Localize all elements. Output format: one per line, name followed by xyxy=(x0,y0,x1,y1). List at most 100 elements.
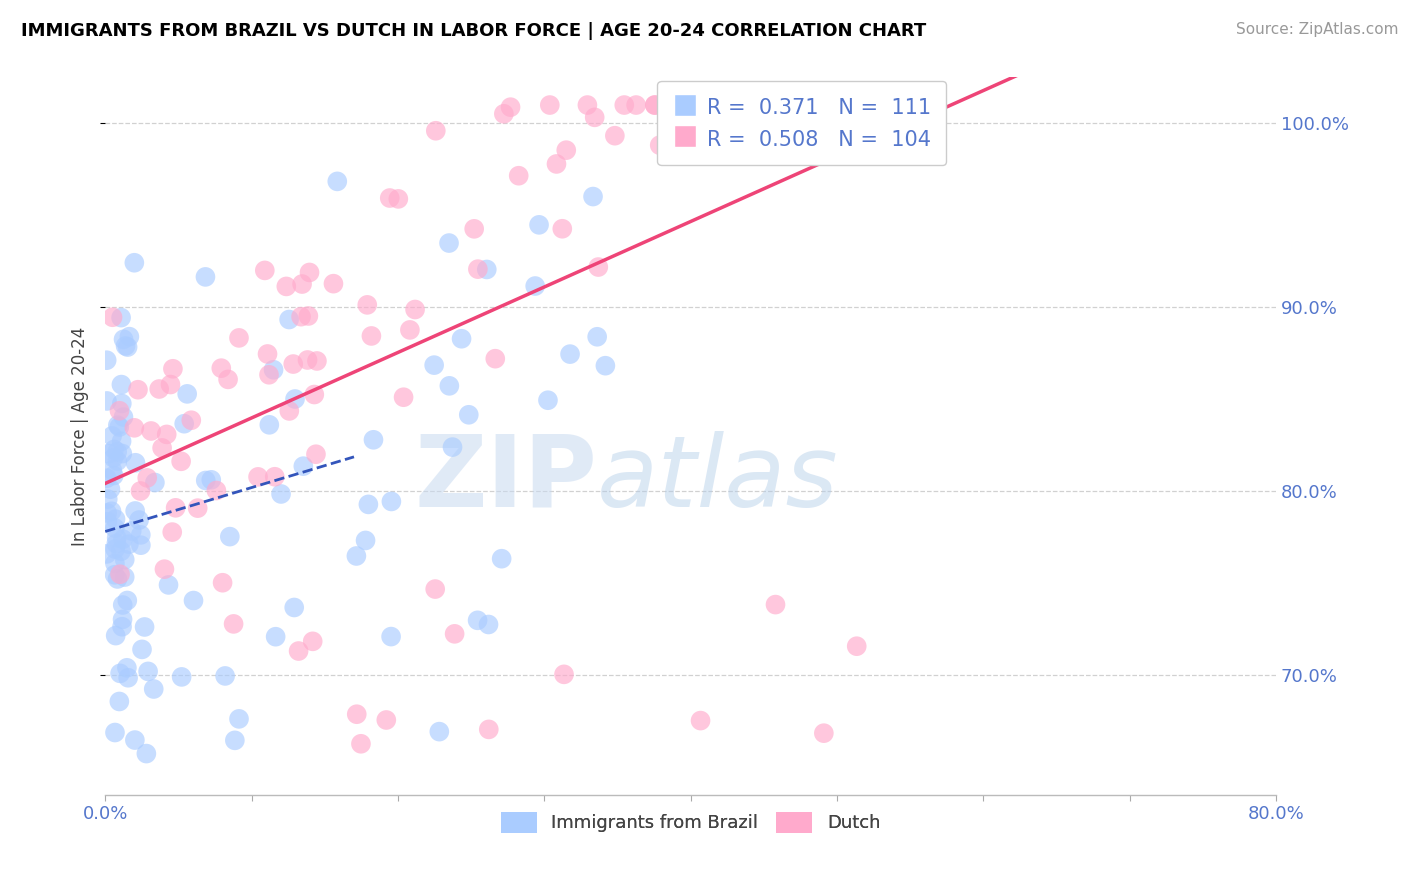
Point xyxy=(720,98,742,112)
Point xyxy=(350,737,373,751)
Point xyxy=(392,390,415,404)
Point xyxy=(157,578,180,592)
Point xyxy=(187,501,209,516)
Point xyxy=(492,107,515,121)
Point xyxy=(263,469,285,483)
Point xyxy=(813,726,835,740)
Point xyxy=(467,262,489,277)
Point xyxy=(363,433,385,447)
Point xyxy=(380,494,402,508)
Point xyxy=(124,456,146,470)
Point xyxy=(477,617,499,632)
Point xyxy=(298,265,321,279)
Point xyxy=(551,221,574,235)
Point xyxy=(463,222,485,236)
Point xyxy=(858,98,880,112)
Point xyxy=(165,500,187,515)
Point xyxy=(278,404,301,418)
Point xyxy=(283,600,305,615)
Point xyxy=(114,339,136,353)
Point xyxy=(276,279,298,293)
Point xyxy=(222,616,245,631)
Point xyxy=(583,111,606,125)
Point xyxy=(228,712,250,726)
Point xyxy=(136,665,159,679)
Point xyxy=(259,417,281,432)
Point xyxy=(105,445,128,459)
Point xyxy=(287,644,309,658)
Point xyxy=(110,310,132,325)
Point xyxy=(346,707,368,722)
Point xyxy=(425,124,447,138)
Point xyxy=(375,713,398,727)
Point xyxy=(118,537,141,551)
Point xyxy=(139,424,162,438)
Point xyxy=(437,235,460,250)
Point xyxy=(108,403,131,417)
Point xyxy=(887,98,910,112)
Point xyxy=(425,582,447,596)
Point xyxy=(134,620,156,634)
Point xyxy=(555,143,578,157)
Point xyxy=(205,483,228,498)
Point xyxy=(127,383,149,397)
Point xyxy=(111,598,134,612)
Point xyxy=(228,331,250,345)
Point xyxy=(439,379,461,393)
Point xyxy=(104,512,127,526)
Point xyxy=(644,98,666,112)
Point xyxy=(356,298,378,312)
Point xyxy=(162,361,184,376)
Point xyxy=(135,747,157,761)
Point xyxy=(284,392,307,406)
Point xyxy=(354,533,377,548)
Point xyxy=(111,396,134,410)
Point xyxy=(112,332,135,346)
Point xyxy=(214,669,236,683)
Point xyxy=(217,372,239,386)
Point xyxy=(211,575,233,590)
Point xyxy=(104,542,127,557)
Point xyxy=(247,470,270,484)
Point xyxy=(104,725,127,739)
Point xyxy=(142,681,165,696)
Point xyxy=(624,98,647,112)
Point xyxy=(117,671,139,685)
Text: Source: ZipAtlas.com: Source: ZipAtlas.com xyxy=(1236,22,1399,37)
Point xyxy=(110,377,132,392)
Point xyxy=(546,157,568,171)
Point xyxy=(111,532,134,546)
Point xyxy=(457,408,479,422)
Point xyxy=(104,567,127,582)
Point xyxy=(553,667,575,681)
Point xyxy=(105,531,128,545)
Point xyxy=(108,567,131,582)
Point xyxy=(176,387,198,401)
Point xyxy=(114,552,136,566)
Point xyxy=(845,639,868,653)
Point xyxy=(863,98,886,112)
Point xyxy=(669,98,692,112)
Point xyxy=(96,471,118,485)
Point xyxy=(613,98,636,112)
Point xyxy=(558,347,581,361)
Point xyxy=(97,447,120,461)
Point xyxy=(264,630,287,644)
Point xyxy=(538,98,561,112)
Point xyxy=(360,329,382,343)
Point xyxy=(443,627,465,641)
Point xyxy=(101,310,124,325)
Point xyxy=(170,670,193,684)
Point xyxy=(256,347,278,361)
Point xyxy=(121,524,143,538)
Point xyxy=(110,544,132,558)
Point xyxy=(156,427,179,442)
Point xyxy=(100,504,122,518)
Point xyxy=(118,329,141,343)
Point xyxy=(291,277,314,291)
Point xyxy=(491,551,513,566)
Point xyxy=(834,98,856,112)
Point xyxy=(839,98,862,112)
Point xyxy=(582,189,605,203)
Point xyxy=(669,98,692,112)
